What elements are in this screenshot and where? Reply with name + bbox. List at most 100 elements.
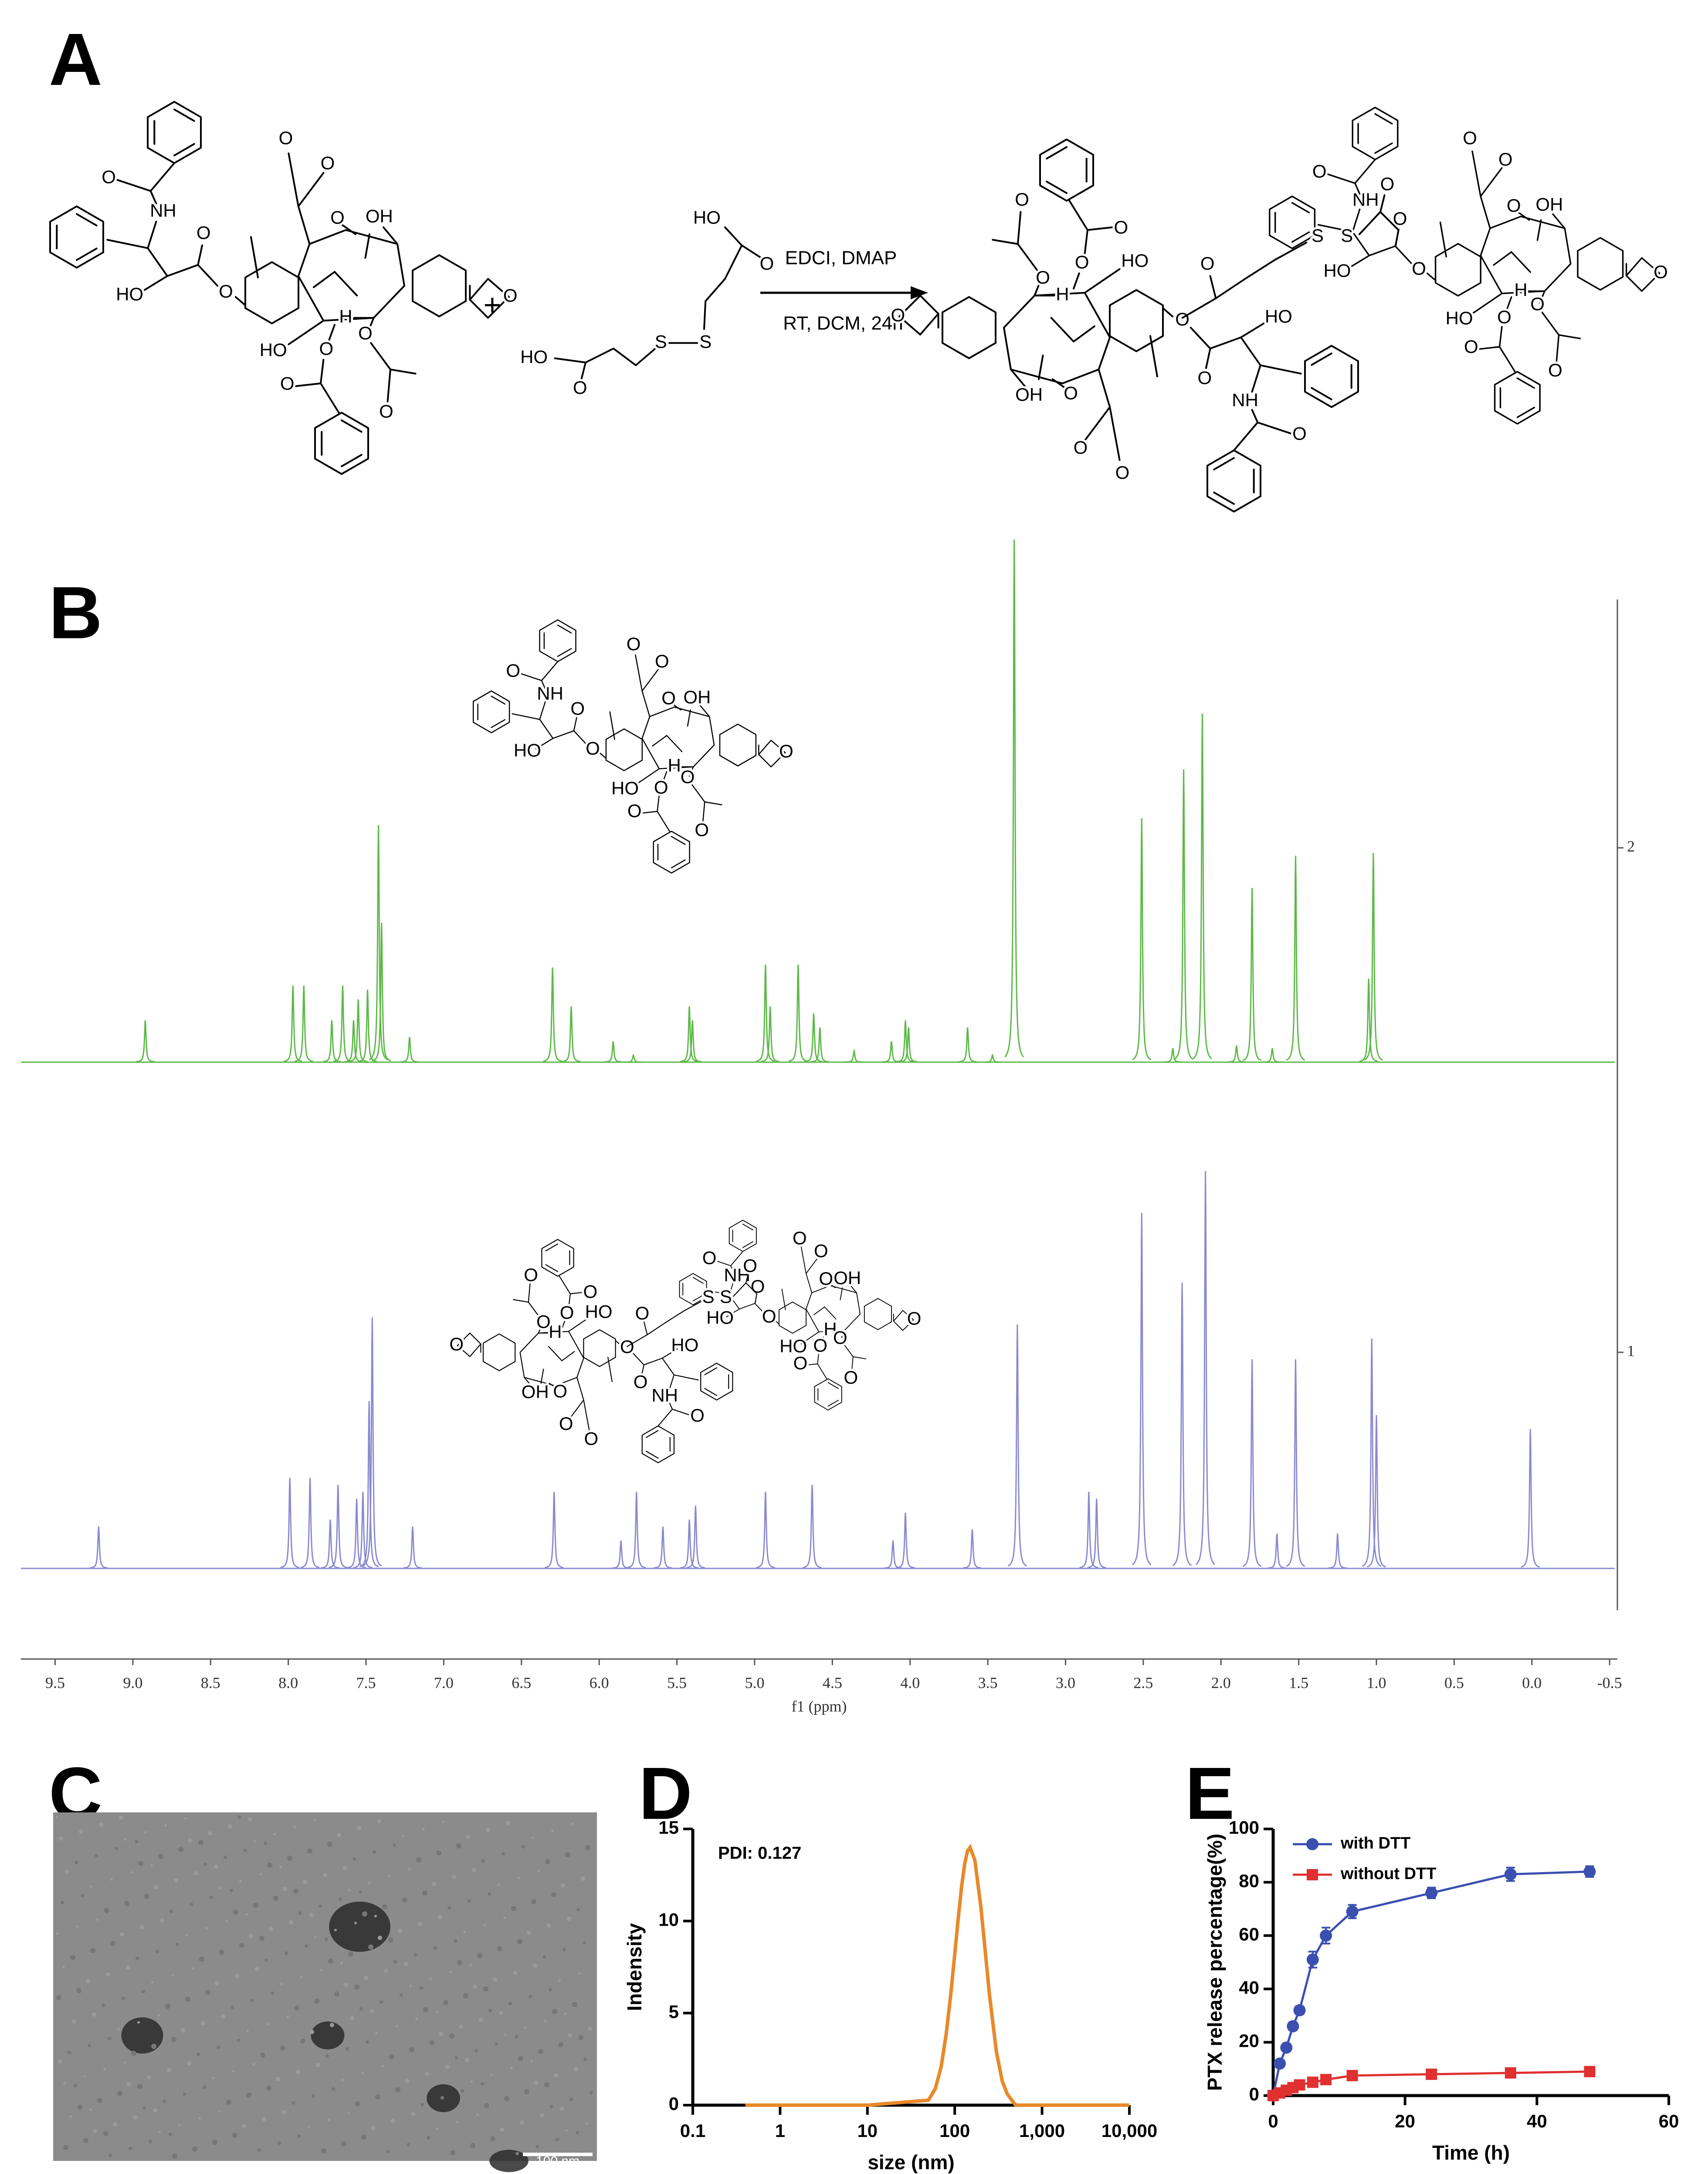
grain bbox=[225, 1920, 228, 1923]
trace-label: 2 bbox=[1627, 837, 1635, 855]
atom-label: OH bbox=[522, 1382, 549, 1402]
grain bbox=[129, 2147, 132, 2150]
grain bbox=[249, 1934, 253, 1938]
y-tick-label: 5 bbox=[669, 2001, 679, 2022]
double-bond bbox=[557, 624, 572, 634]
bond bbox=[539, 701, 546, 720]
bond bbox=[713, 1251, 743, 1266]
nmr-peak bbox=[1359, 978, 1378, 1062]
bond bbox=[1539, 290, 1545, 304]
bond bbox=[383, 226, 398, 245]
atom-label: O bbox=[681, 766, 695, 787]
grain bbox=[99, 1822, 103, 1827]
grain bbox=[522, 1845, 525, 1849]
grain bbox=[445, 2065, 449, 2069]
bond bbox=[1259, 364, 1302, 375]
bond bbox=[320, 383, 340, 414]
ring bbox=[641, 706, 715, 769]
grain bbox=[183, 2093, 186, 2096]
grain bbox=[151, 2044, 156, 2049]
atom-label: O bbox=[655, 651, 669, 671]
grain bbox=[76, 1925, 79, 1928]
grain bbox=[62, 1965, 65, 1968]
grain bbox=[309, 1913, 313, 1917]
grain bbox=[314, 1936, 317, 1938]
grain bbox=[253, 1903, 258, 1908]
bond bbox=[745, 1272, 749, 1283]
double-bond bbox=[1516, 377, 1535, 389]
grain bbox=[370, 2009, 374, 2013]
ring bbox=[1269, 195, 1316, 249]
bond bbox=[1493, 251, 1512, 266]
ring bbox=[778, 1301, 807, 1334]
grain bbox=[549, 2105, 553, 2108]
grain bbox=[510, 2066, 513, 2069]
atom-label: HO bbox=[514, 740, 541, 760]
grain bbox=[298, 2134, 301, 2138]
grain bbox=[578, 2035, 583, 2040]
bond bbox=[1439, 221, 1447, 257]
grain bbox=[294, 2005, 299, 2011]
x-tick-label: 40 bbox=[1527, 2111, 1547, 2131]
grain bbox=[337, 1833, 341, 1837]
grain bbox=[538, 2049, 543, 2054]
nmr-peak bbox=[1521, 1429, 1540, 1568]
bond bbox=[1394, 245, 1413, 265]
atom-label: O bbox=[751, 1276, 765, 1297]
atom-label: O bbox=[654, 777, 668, 797]
bond bbox=[635, 654, 651, 718]
grain bbox=[160, 1918, 164, 1923]
grain bbox=[79, 1829, 83, 1834]
atom-label: H bbox=[549, 1321, 562, 1342]
x-tick-label: -0.5 bbox=[1597, 1674, 1622, 1691]
atom-label: HO bbox=[585, 1301, 613, 1322]
bond bbox=[573, 730, 588, 746]
x-tick-label: 7.0 bbox=[434, 1674, 454, 1691]
nmr-peak bbox=[1363, 853, 1383, 1061]
atom-label: O bbox=[570, 698, 585, 719]
x-axis-title: Time (h) bbox=[1432, 2141, 1510, 2164]
grain bbox=[479, 2018, 483, 2022]
grain bbox=[558, 1979, 561, 1982]
bond bbox=[390, 369, 417, 375]
grain bbox=[124, 1901, 129, 1906]
bond bbox=[559, 1276, 571, 1294]
grain bbox=[359, 1890, 362, 1894]
grain bbox=[110, 1941, 115, 1946]
bond bbox=[524, 1377, 533, 1388]
grain bbox=[90, 1885, 93, 1888]
atom-label: O bbox=[1380, 174, 1395, 194]
atom-label: O bbox=[1507, 195, 1521, 216]
data-point bbox=[1274, 2057, 1286, 2070]
grain bbox=[289, 1920, 293, 1924]
nmr-peak bbox=[1242, 1359, 1262, 1567]
x-tick-label: 60 bbox=[1659, 2111, 1679, 2131]
size-distribution bbox=[745, 1843, 1129, 2107]
grain bbox=[334, 1991, 339, 1997]
grain bbox=[140, 1925, 144, 1930]
grain bbox=[122, 1997, 125, 2000]
bond bbox=[1352, 208, 1361, 233]
grain bbox=[373, 1850, 376, 1854]
grain bbox=[235, 1974, 239, 1978]
grain bbox=[434, 1946, 437, 1950]
grain bbox=[490, 2073, 493, 2076]
bond bbox=[1251, 409, 1259, 423]
grain bbox=[354, 1984, 359, 1990]
grain bbox=[115, 1847, 118, 1850]
bond bbox=[1368, 229, 1400, 257]
double-bond bbox=[1374, 142, 1393, 154]
bond bbox=[1498, 346, 1516, 372]
bond bbox=[687, 709, 691, 727]
atom-label: O bbox=[891, 305, 905, 325]
atom-label: NH bbox=[1352, 190, 1379, 210]
bond bbox=[1471, 292, 1503, 315]
trace-label: 1 bbox=[1627, 1342, 1635, 1359]
legend-marker bbox=[1306, 1838, 1318, 1850]
grain bbox=[418, 1922, 422, 1926]
grain bbox=[158, 2131, 161, 2133]
data-point bbox=[1505, 2067, 1516, 2079]
nmr-peak bbox=[627, 1491, 646, 1568]
grain bbox=[561, 1883, 565, 1888]
grain bbox=[564, 2012, 567, 2015]
